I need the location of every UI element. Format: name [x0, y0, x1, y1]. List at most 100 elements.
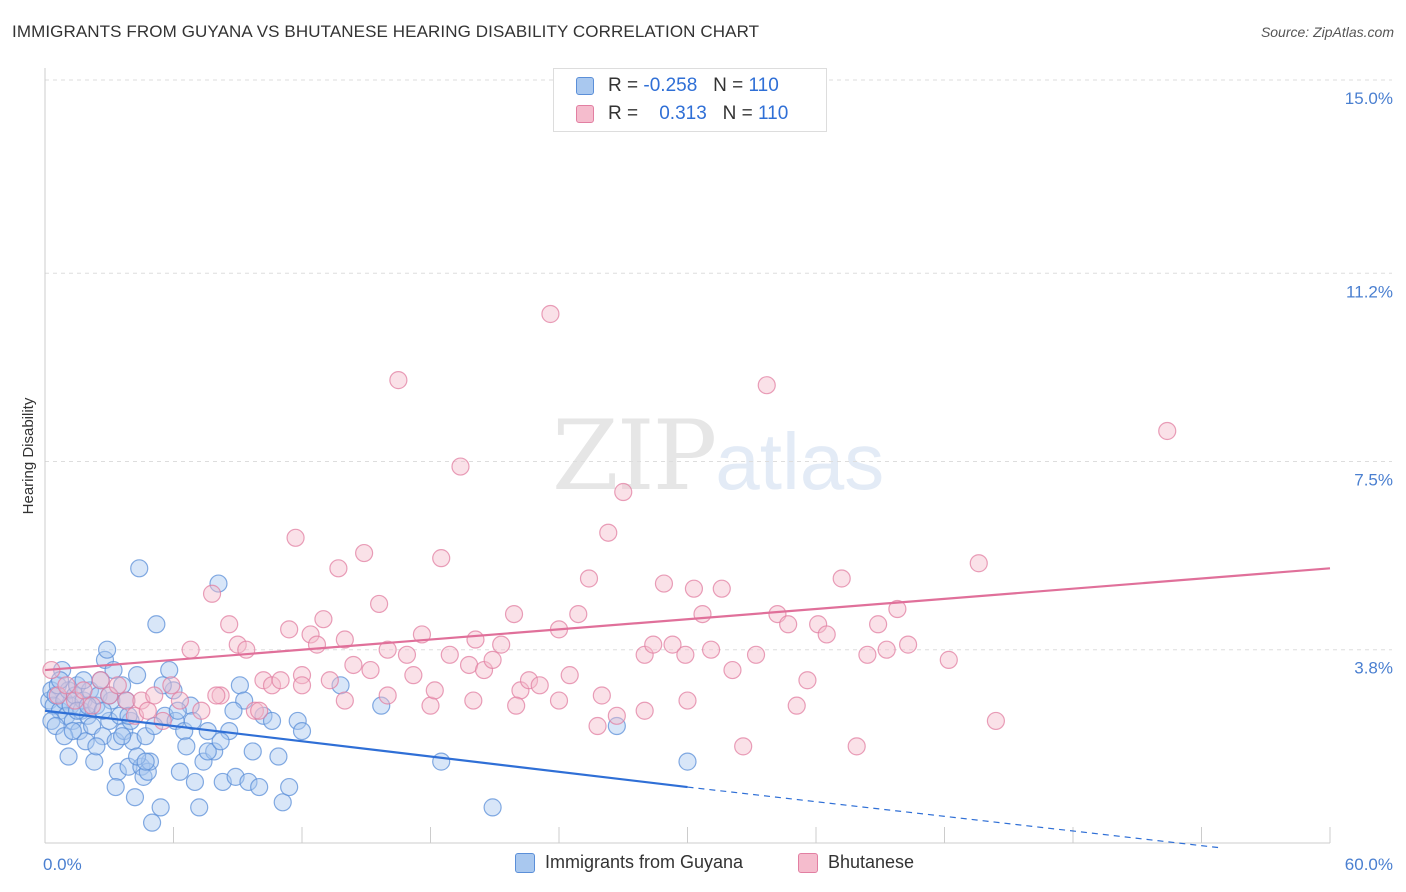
- guyana-point: [190, 798, 209, 817]
- bhutanese-point: [314, 610, 333, 629]
- guyana-point: [224, 701, 243, 720]
- guyana-point: [239, 772, 258, 792]
- bhutanese-point: [344, 655, 363, 675]
- guyana-point: [147, 615, 166, 634]
- guyana-point: [160, 660, 179, 680]
- bhutanese-point: [292, 666, 312, 685]
- guyana-point: [185, 772, 205, 792]
- bhutanese-point: [307, 635, 327, 654]
- bhutanese-point: [569, 604, 588, 624]
- bhutanese-point: [483, 650, 502, 669]
- bhutanese-point: [549, 691, 569, 710]
- guyana-point: [85, 752, 104, 771]
- bhutanese-point: [663, 635, 682, 654]
- guyana-point: [198, 742, 217, 761]
- bhutanese-point: [635, 701, 654, 720]
- guyana-point: [145, 716, 164, 736]
- guyana-point: [211, 732, 230, 751]
- legend-r-value: -0.258: [643, 75, 698, 96]
- bhutanese-point: [701, 640, 721, 659]
- guyana-point: [59, 747, 78, 766]
- guyana-point: [108, 762, 127, 781]
- legend-row-guyana: R = -0.258 N = 110: [576, 74, 779, 98]
- bhutanese-point: [117, 691, 136, 710]
- bhutanese-point: [1158, 421, 1177, 441]
- bhutanese-point: [723, 660, 742, 680]
- series-bhutanese-points: [42, 304, 1177, 756]
- bhutanese-point: [440, 645, 459, 664]
- bhutanese-point: [507, 696, 526, 715]
- bhutanese-point: [378, 686, 397, 705]
- guyana-point: [142, 813, 162, 832]
- guyana-point: [262, 711, 282, 731]
- bottom-legend-label-bhutanese: Bhutanese: [828, 852, 915, 872]
- bhutanese-point: [599, 523, 618, 542]
- axis-layer: [44, 68, 1331, 844]
- bhutanese-point: [869, 615, 888, 634]
- legend-swatch-bhutanese: [576, 105, 594, 123]
- bhutanese-point: [787, 696, 806, 715]
- bhutanese-point: [361, 660, 380, 680]
- bhutanese-point: [57, 676, 76, 695]
- bhutanese-point: [466, 630, 485, 649]
- bhutanese-point: [262, 676, 282, 695]
- watermark-zip: ZIP: [552, 400, 717, 512]
- bhutanese-point: [292, 676, 312, 695]
- guyana-point: [130, 559, 149, 578]
- bhutanese-point: [404, 666, 423, 685]
- bhutanese-point: [162, 676, 181, 695]
- legend-r-value: 0.313: [659, 103, 707, 124]
- guyana-point: [432, 752, 451, 771]
- bhutanese-point: [847, 737, 866, 756]
- bhutanese-point: [898, 635, 918, 654]
- legend-row-bhutanese: R = 0.313 N = 110: [576, 102, 788, 126]
- guyana-point: [292, 721, 312, 741]
- guyana-trend-line: [44, 709, 688, 789]
- grid-layer: [45, 79, 1392, 651]
- bhutanese-point: [877, 640, 896, 659]
- guyana-point: [177, 737, 196, 756]
- bhutanese-trend-line: [44, 567, 1331, 672]
- source-label: Source: ZipAtlas.com: [1260, 24, 1394, 40]
- bhutanese-point: [530, 676, 549, 695]
- bhutanese-point: [798, 671, 817, 690]
- guyana-point: [288, 711, 307, 731]
- bhutanese-point: [355, 543, 374, 563]
- x-tick-label: 60.0%: [1345, 855, 1393, 874]
- legend-n-value: 110: [748, 75, 779, 96]
- bhutanese-point: [421, 696, 440, 715]
- guyana-point: [98, 640, 117, 659]
- bhutanese-point: [153, 711, 172, 731]
- correlation-legend: R = -0.258 N = 110 R = 0.313 N = 110: [553, 68, 827, 132]
- bhutanese-point: [541, 304, 560, 324]
- bhutanese-point: [607, 706, 626, 725]
- guyana-point: [112, 727, 132, 746]
- bhutanese-point: [451, 457, 470, 476]
- guyana-point: [230, 676, 249, 695]
- legend-n-value: 110: [758, 103, 789, 124]
- guyana-point: [55, 727, 74, 746]
- bottom-legend-swatch-bhutanese: [798, 852, 818, 873]
- bottom-legend-guyana: Immigrants from Guyana: [515, 852, 743, 873]
- y-tick-label: 3.8%: [1354, 659, 1393, 678]
- guyana-point: [127, 666, 147, 685]
- guyana-point: [250, 777, 269, 797]
- bhutanese-point: [211, 686, 230, 705]
- bhutanese-point: [425, 681, 444, 700]
- bhutanese-point: [746, 645, 766, 664]
- guyana-point: [63, 721, 82, 741]
- chart-title: IMMIGRANTS FROM GUYANA VS BHUTANESE HEAR…: [12, 22, 760, 41]
- bhutanese-point: [329, 559, 348, 578]
- guyana-point: [76, 732, 95, 751]
- bhutanese-point: [684, 579, 704, 598]
- bhutanese-point: [676, 645, 695, 664]
- guyana-point: [87, 737, 106, 756]
- bottom-legend-swatch-guyana: [515, 852, 535, 873]
- bhutanese-point: [389, 371, 408, 390]
- bhutanese-point: [192, 701, 211, 720]
- bhutanese-point: [939, 650, 958, 669]
- bhutanese-point: [693, 604, 712, 624]
- trend-layer: [44, 567, 1331, 849]
- bhutanese-point: [228, 635, 247, 654]
